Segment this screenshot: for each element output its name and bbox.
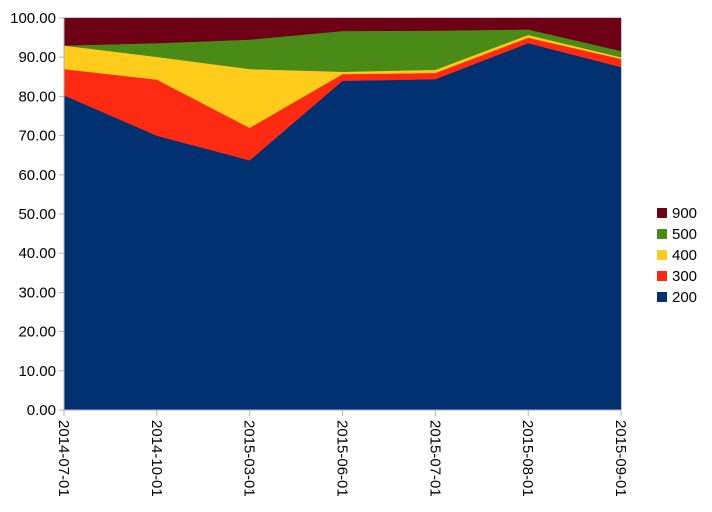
legend-swatch-200	[657, 292, 667, 302]
y-tick-label: 60.00	[18, 167, 56, 184]
legend-label-300: 300	[672, 268, 697, 285]
y-tick-label: 100.00	[10, 10, 56, 27]
x-tick-label: 2015-06-01	[334, 420, 351, 497]
x-tick-label: 2015-09-01	[612, 420, 629, 497]
x-tick-label: 2014-10-01	[148, 420, 165, 497]
y-tick-label: 20.00	[18, 324, 56, 341]
area-series-group	[63, 17, 622, 411]
x-tick-label: 2015-03-01	[241, 420, 258, 497]
y-tick-label: 10.00	[18, 363, 56, 380]
x-tick-labels: 2014-07-01 2014-10-01 2015-03-01 2015-06-01…	[55, 420, 629, 497]
legend: 900 500 400 300 200	[657, 205, 697, 306]
y-tick-label: 0.00	[27, 402, 56, 419]
y-tick-label: 70.00	[18, 128, 56, 145]
legend-swatch-400	[657, 250, 667, 260]
y-tick-label: 40.00	[18, 245, 56, 262]
y-tick-label: 80.00	[18, 88, 56, 105]
legend-swatch-900	[657, 208, 667, 218]
y-tick-label: 50.00	[18, 206, 56, 223]
legend-label-900: 900	[672, 205, 697, 222]
area-series-900	[63, 17, 622, 52]
legend-swatch-300	[657, 271, 667, 281]
axes-group	[59, 17, 622, 416]
legend-swatch-500	[657, 229, 667, 239]
x-tick-label: 2015-07-01	[426, 420, 443, 497]
y-tick-labels: 0.00 10.00 20.00 30.00 40.00 50.00 60.00 70.00 8…	[10, 10, 56, 419]
legend-label-400: 400	[672, 247, 697, 264]
legend-label-200: 200	[672, 289, 697, 306]
legend-label-500: 500	[672, 226, 697, 243]
y-tick-label: 90.00	[18, 49, 56, 66]
x-tick-label: 2014-07-01	[55, 420, 72, 497]
y-tick-label: 30.00	[18, 284, 56, 301]
x-tick-label: 2015-08-01	[519, 420, 536, 497]
